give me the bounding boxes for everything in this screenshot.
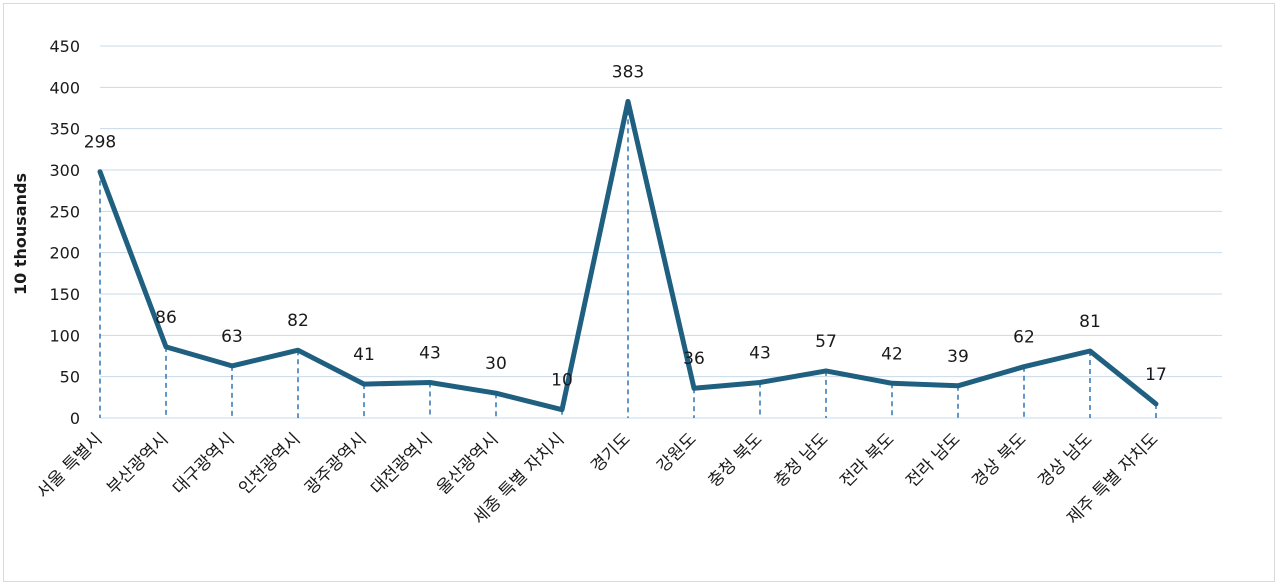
x-category-label: 강원도 xyxy=(653,429,700,476)
data-label: 298 xyxy=(84,133,116,153)
data-label: 43 xyxy=(749,343,771,363)
series-line xyxy=(97,98,1159,413)
line-chart: 0 50 100 150 200 250 300 350 400 450 298 86 63 82 41 4… xyxy=(11,37,1222,529)
y-tick-label: 100 xyxy=(49,326,80,345)
y-tick-label: 350 xyxy=(49,120,80,139)
x-category-label: 광주광역시 xyxy=(301,429,370,498)
x-category-label: 인천광역시 xyxy=(235,429,304,498)
chart-frame: 0 50 100 150 200 250 300 350 400 450 298 86 63 82 41 4… xyxy=(3,3,1275,582)
data-label: 383 xyxy=(612,62,644,82)
y-axis-label: 10 thousands xyxy=(11,173,30,295)
series-line-group xyxy=(97,98,1159,413)
y-tick-label: 250 xyxy=(49,202,80,221)
data-label: 42 xyxy=(881,344,903,364)
data-labels: 298 86 63 82 41 43 30 10 383 36 43 57 42 39 62 81 17 xyxy=(84,62,1167,390)
x-category-label: 전라 남도 xyxy=(902,429,964,491)
data-label: 43 xyxy=(419,343,441,363)
y-axis-ticks: 0 50 100 150 200 250 300 350 400 450 xyxy=(49,37,80,428)
x-category-label: 대전광역시 xyxy=(367,429,436,498)
data-label: 81 xyxy=(1079,312,1101,332)
x-category-label: 경상 북도 xyxy=(968,429,1030,491)
data-label: 82 xyxy=(287,311,309,331)
data-label: 41 xyxy=(353,345,375,365)
x-category-label: 경기도 xyxy=(587,429,634,476)
x-category-label: 부산광역시 xyxy=(103,429,172,498)
data-label: 10 xyxy=(551,371,573,391)
data-label: 36 xyxy=(683,349,705,369)
y-tick-label: 450 xyxy=(49,37,80,56)
data-label: 63 xyxy=(221,327,243,347)
y-tick-label: 50 xyxy=(60,368,80,387)
x-category-label: 충청 북도 xyxy=(704,429,766,491)
x-category-label: 서울 특별시 xyxy=(33,429,106,502)
drop-lines xyxy=(99,101,1157,418)
y-tick-label: 400 xyxy=(49,78,80,97)
data-label: 39 xyxy=(947,347,969,367)
data-label: 57 xyxy=(815,332,837,352)
data-label: 86 xyxy=(155,308,177,328)
data-label: 62 xyxy=(1013,328,1035,348)
y-tick-label: 150 xyxy=(49,285,80,304)
y-tick-label: 200 xyxy=(49,244,80,263)
y-tick-label: 300 xyxy=(49,161,80,180)
x-category-label: 울산광역시 xyxy=(433,429,502,498)
x-category-label: 대구광역시 xyxy=(169,429,238,498)
x-category-label: 전라 북도 xyxy=(836,429,898,491)
data-label: 17 xyxy=(1145,365,1167,385)
x-category-label: 충청 남도 xyxy=(770,429,832,491)
x-category-label: 경상 남도 xyxy=(1034,429,1096,491)
data-label: 30 xyxy=(485,354,507,374)
y-tick-label: 0 xyxy=(70,409,80,428)
